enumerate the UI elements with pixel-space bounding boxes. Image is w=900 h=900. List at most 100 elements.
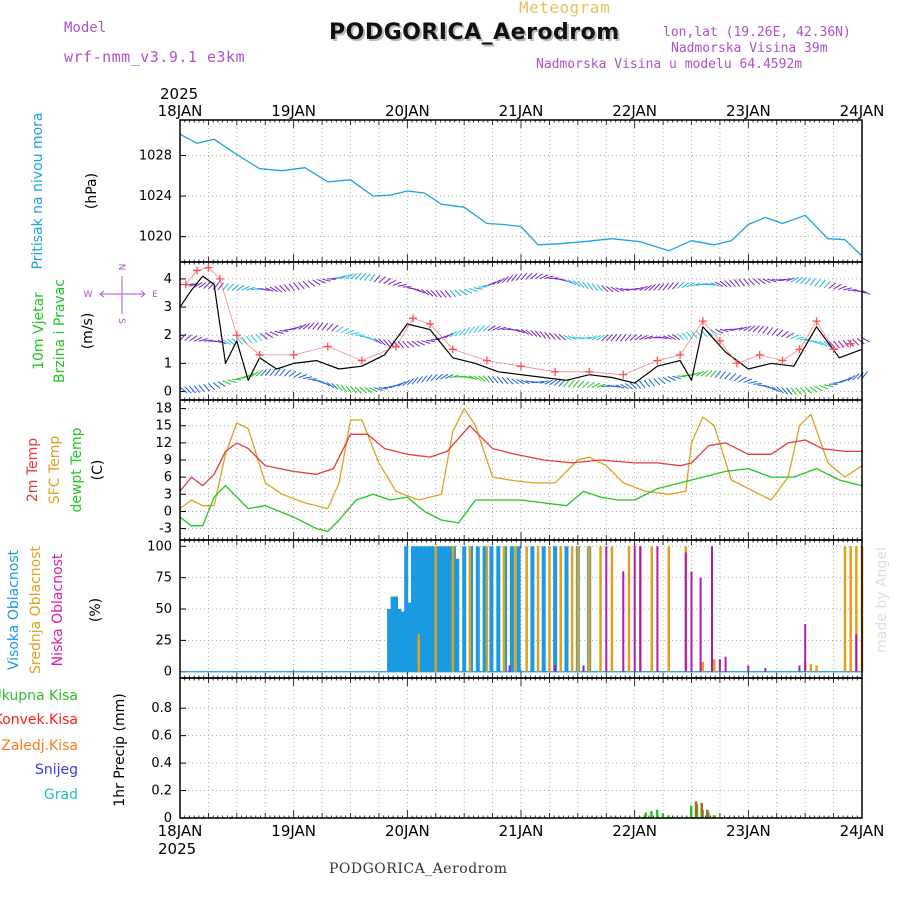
wind-barb: [511, 378, 519, 385]
wind-barb: [350, 385, 357, 394]
wind-barb: [416, 288, 425, 294]
wind-barb: [861, 371, 869, 379]
compass-south: S: [116, 318, 126, 324]
wind-barb: [686, 282, 695, 288]
wind-barb: [823, 340, 832, 348]
wind-barb: [624, 382, 633, 390]
wind-barb: [530, 272, 538, 280]
wind-barb: [568, 335, 577, 340]
wind-barb: [340, 327, 350, 334]
cloud-bar-2: [508, 665, 511, 672]
wind-axis-title-2: Brzina i Pravac: [52, 279, 68, 383]
cloud-bar-0: [516, 546, 521, 672]
cloud-bar-0: [414, 546, 419, 672]
wind-barb: [303, 376, 313, 379]
wind-barb: [591, 335, 601, 341]
wind-barb: [345, 385, 352, 394]
wind-barb: [525, 272, 533, 280]
x-label-top: 24JAN: [840, 102, 885, 120]
wind-barb: [482, 325, 491, 332]
precip-bar-0: [655, 809, 659, 818]
model-name: wrf-nmm_v3.9.1 e3km: [64, 48, 246, 66]
wind-barb: [501, 276, 509, 284]
wind-barb: [790, 387, 797, 396]
wind-barb: [771, 386, 780, 393]
wind-barb: [473, 325, 480, 334]
wind-barb: [624, 333, 632, 342]
cloud-bar-1: [570, 546, 574, 672]
wind-barb: [478, 375, 486, 382]
wind-barb: [767, 385, 776, 391]
wind-barb: [852, 338, 860, 346]
wind-barb: [222, 283, 229, 291]
dewpt-axis-title: dewpt Temp: [69, 427, 85, 512]
wind-barb: [421, 289, 430, 296]
series-line-2m-temp: [179, 425, 862, 492]
wind-barb: [653, 378, 661, 386]
wind-barb: [184, 386, 192, 394]
wind-barb: [525, 380, 535, 384]
wind-barb: [596, 334, 605, 341]
cloud-bar-1: [514, 546, 517, 672]
wind-barb: [823, 281, 831, 289]
cloud-bar-2: [798, 665, 801, 672]
wind-barb: [847, 374, 856, 382]
y-tick-label: 0: [164, 811, 172, 826]
coords: lon,lat (19.26E, 42.36N): [663, 25, 851, 40]
wind-barb: [842, 339, 850, 348]
cloud-bar-2: [656, 546, 659, 672]
wind-barb: [359, 335, 369, 338]
wind-barb: [497, 277, 505, 285]
wind-barb: [416, 376, 423, 384]
wind-barb: [492, 279, 501, 285]
x-label-bottom: 18JAN: [158, 822, 203, 840]
year-bottom: 2025: [158, 840, 196, 858]
cloud-bar-2: [718, 659, 721, 672]
wind-barb: [809, 340, 819, 344]
wind-barb: [463, 326, 471, 335]
wind-barb: [861, 290, 871, 295]
wind-barb: [226, 283, 234, 291]
x-label-bottom: 24JAN: [840, 822, 885, 840]
wind-barb: [468, 326, 475, 334]
precip-bar-1: [706, 809, 709, 818]
wind-barb: [511, 273, 518, 282]
panel-pressure: [180, 120, 862, 262]
wind-barb: [738, 278, 745, 287]
cloud-bar-1: [610, 546, 614, 672]
wind-barb: [549, 332, 556, 340]
wind-barb: [520, 329, 529, 335]
cloud-bar-1: [815, 665, 818, 672]
low-cloud-axis-title: Niska Oblacnost: [50, 553, 66, 666]
wind-barb: [539, 274, 549, 280]
wind-barb: [648, 284, 656, 291]
wind-barb: [714, 328, 724, 334]
wind-barb: [804, 386, 813, 394]
wind-barb: [748, 380, 758, 384]
precip-legend-item: Zaledj.Kisa: [1, 738, 78, 754]
wind-barb: [335, 383, 343, 392]
pressure-axis-title: Pritisak na nivou mora: [30, 112, 46, 269]
cloud-bar-0: [455, 558, 460, 672]
wind-barb: [459, 289, 467, 296]
x-label-bottom: 22JAN: [612, 822, 657, 840]
wind-barb: [582, 336, 592, 339]
wind-barb: [819, 340, 828, 347]
y-tick-label: 1020: [139, 230, 172, 245]
wind-barb: [321, 381, 331, 387]
wind-barb: [236, 284, 245, 291]
wind-barb: [691, 282, 701, 287]
wind-barb: [639, 334, 648, 341]
y-tick-label: 6: [164, 470, 172, 485]
wind-barb: [397, 283, 407, 287]
wind-barb: [430, 289, 438, 298]
wind-barb: [208, 383, 216, 391]
wind-barb: [241, 285, 250, 291]
wind-barb: [317, 279, 326, 284]
wind-barb: [658, 377, 666, 385]
wind-barb: [856, 338, 865, 345]
series-line-wind-gust: [185, 267, 851, 376]
wind-barb: [719, 280, 728, 288]
y-tick-label: 1: [164, 356, 172, 371]
y-tick-label: 3: [164, 300, 172, 315]
